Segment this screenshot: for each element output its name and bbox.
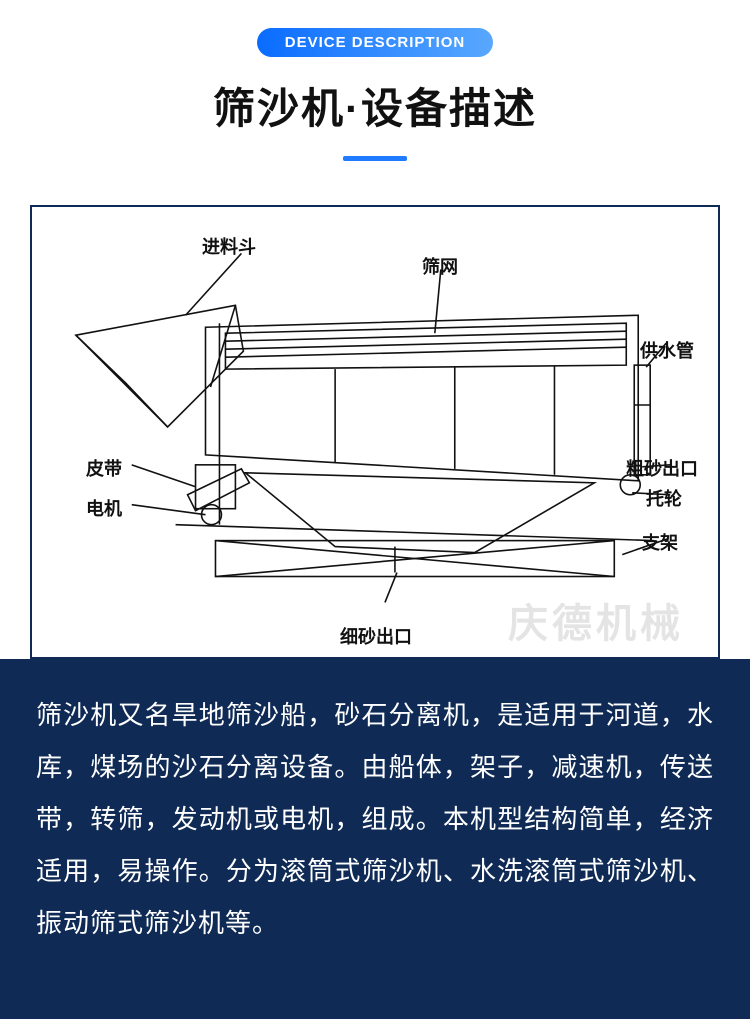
header: DEVICE DESCRIPTION 筛沙机·设备描述 [0,0,750,179]
label-hopper: 进料斗 [202,233,256,259]
label-motor: 电机 [86,495,122,521]
label-roller: 托轮 [646,485,682,511]
label-fine-outlet: 细砂出口 [340,623,412,649]
label-screen: 筛网 [422,253,458,279]
page-root: DEVICE DESCRIPTION 筛沙机·设备描述 [0,0,750,1019]
description-text: 筛沙机又名旱地筛沙船，砂石分离机，是适用于河道，水库，煤场的沙石分离设备。由船体… [36,700,714,938]
label-coarse-outlet: 粗砂出口 [626,455,698,481]
page-title: 筛沙机·设备描述 [0,75,750,136]
badge-pill: DEVICE DESCRIPTION [257,28,494,57]
label-water-pipe: 供水管 [640,337,694,363]
badge-label: DEVICE DESCRIPTION [285,34,466,51]
title-underline [343,156,407,161]
description-panel: 筛沙机又名旱地筛沙船，砂石分离机，是适用于河道，水库，煤场的沙石分离设备。由船体… [0,659,750,1019]
label-frame: 支架 [642,529,678,555]
label-belt: 皮带 [86,455,122,481]
diagram-container: 进料斗 筛网 供水管 皮带 电机 粗砂出口 托轮 支架 细砂出口 庆德机械 [30,205,720,659]
machine-diagram [36,215,714,603]
